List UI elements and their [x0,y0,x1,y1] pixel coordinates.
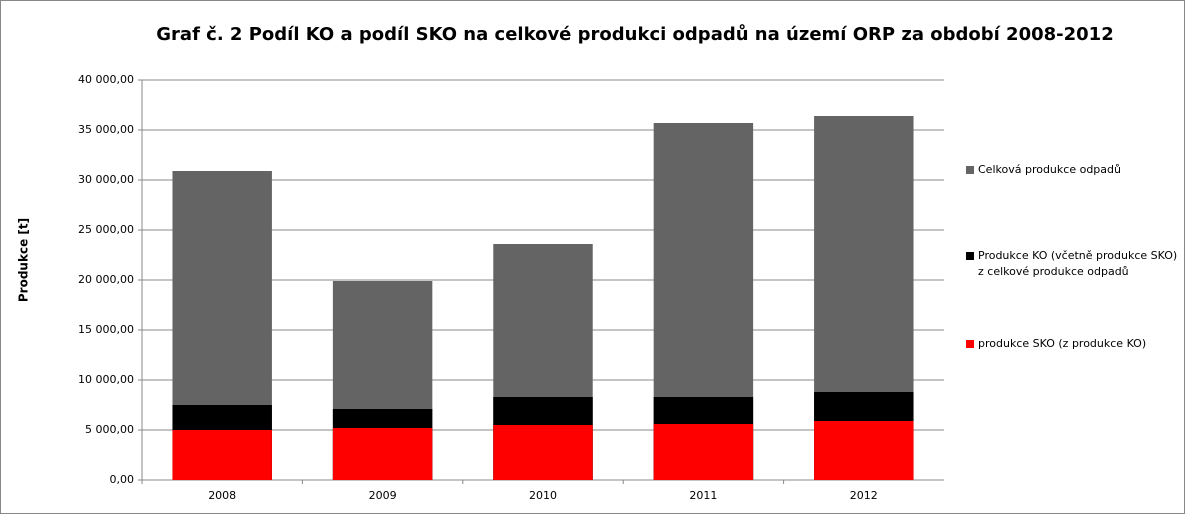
bar [814,421,914,480]
y-tick-label: 25 000,00 [78,223,134,236]
legend-label: produkce SKO (z produkce KO) [978,337,1147,350]
y-axis-title: Produkce [t] [17,218,31,302]
bar [172,430,272,480]
legend-swatch [966,340,974,348]
x-tick-label: 2012 [850,489,878,502]
y-tick-label: 20 000,00 [78,273,134,286]
bar [653,424,754,480]
y-tick-label: 35 000,00 [78,123,134,136]
x-tick-label: 2011 [689,489,717,502]
x-tick-label: 2008 [208,489,236,502]
y-tick-label: 40 000,00 [78,73,134,86]
y-tick-label: 5 000,00 [85,423,134,436]
legend-swatch [966,252,974,260]
bar [332,428,433,480]
y-tick-label: 15 000,00 [78,323,134,336]
legend-swatch [966,166,974,174]
legend-item: produkce SKO (z produkce KO) [966,336,1183,352]
y-tick-label: 10 000,00 [78,373,134,386]
y-tick-label: 30 000,00 [78,173,134,186]
legend-item: Produkce KO (včetně produkce SKO) z celk… [966,248,1183,280]
y-tick-label: 0,00 [110,473,135,486]
chart-title: Graf č. 2 Podíl KO a podíl SKO na celkov… [156,23,1113,45]
x-tick-label: 2010 [529,489,557,502]
x-tick-label: 2009 [369,489,397,502]
legend-item: Celková produkce odpadů [966,162,1183,178]
legend-label: Celková produkce odpadů [978,163,1121,176]
legend-label: Produkce KO (včetně produkce SKO) z celk… [978,249,1178,278]
bar [493,425,593,480]
